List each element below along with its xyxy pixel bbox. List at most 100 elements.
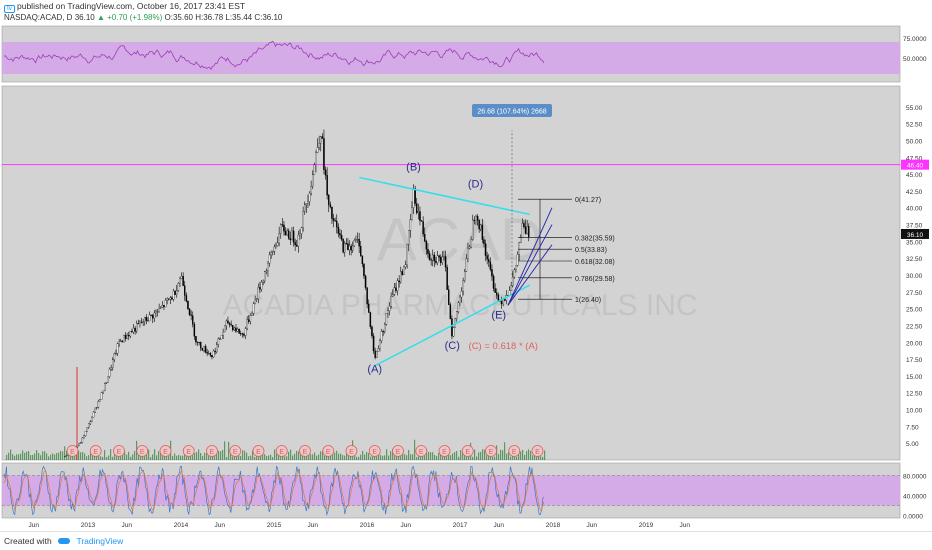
y-tick-label: 40.00 [906,206,923,213]
volume-bar [232,456,234,460]
earnings-marker-label: E [442,449,447,456]
y-tick-label: 52.50 [906,122,923,129]
candle-body [99,399,101,402]
symbol-label[interactable]: NASDAQ:ACAD, D [4,13,73,22]
candle-body [279,224,282,234]
candle-body [113,353,116,360]
candle-body [337,226,340,234]
volume-bar [516,456,518,460]
candle-body [195,336,197,343]
earnings-marker-label: E [93,449,98,456]
candle-body [217,338,220,345]
candle-body [487,259,490,263]
volume-bar [494,456,496,460]
candle-body [118,341,120,344]
volume-bar [88,455,90,460]
fib-level-label: 0.382(35.59) [575,235,615,242]
candle-body [463,271,466,281]
candle-body [348,245,351,251]
earnings-marker [66,445,79,457]
volume-bar [224,441,226,460]
earnings-marker-label: E [419,449,424,456]
candle-body [104,383,106,392]
candle-body [484,243,487,256]
candle-body [65,455,68,457]
candle-body [252,303,255,314]
volume-bar [530,451,532,460]
candle-body [191,315,194,325]
candle-body [305,203,308,205]
candle-body [331,206,333,219]
volume-bar [162,454,164,460]
volume-bar [346,453,348,460]
candle-body [120,340,122,342]
volume-bar [500,449,502,460]
volume-bar [90,449,92,460]
x-tick-label: Jun [587,522,598,529]
candle-body [428,253,431,260]
candle-body [497,294,500,301]
volume-bar [98,453,100,460]
volume-bar [46,453,48,460]
earnings-marker [206,445,218,457]
candle-body [481,224,484,240]
candle-body [227,320,229,324]
candle-body [78,443,80,446]
rsi-tick-label: 50.0000 [903,56,927,63]
candle-body [183,285,186,296]
volume-bar [18,454,20,460]
candle-body [89,421,92,424]
volume-bar [206,453,208,460]
wave-annotation: (C) = 0.618 * (A) [469,341,538,352]
stoch-tick-label: 40.0000 [903,494,927,501]
candle-body [112,359,114,368]
volume-bar [244,450,246,460]
tv-logo-icon: tv [4,5,15,13]
candle-body [462,280,464,292]
volume-bar [264,454,266,460]
candle-body [236,329,239,332]
x-tick-label: Jun [494,522,505,529]
candle-body [452,327,455,337]
tradingview-link[interactable]: TradingView [76,536,124,546]
candle-body [174,290,176,295]
volume-bar [404,454,406,460]
volume-bar [60,450,62,460]
candle-body [355,239,357,241]
candle-body [96,407,98,409]
candle-body [84,431,87,436]
volume-bar [420,455,422,460]
volume-bar [110,449,112,460]
volume-bar [26,451,28,460]
volume-bar [360,454,362,460]
candle-body [80,442,82,444]
earnings-marker-label: E [303,449,308,456]
y-tick-label: 50.00 [906,138,923,145]
volume-bar [142,454,144,460]
candle-body [327,195,330,205]
candle-body [107,376,109,383]
candle-body [283,224,285,232]
candle-body [153,312,156,319]
volume-bar [534,452,536,460]
candle-body [476,215,479,221]
candle-body [211,355,213,358]
candle-body [151,315,154,319]
volume-bar [222,450,224,460]
x-tick-label: Jun [215,522,226,529]
volume-bar [182,455,184,460]
volume-bar [504,442,506,460]
triangle-line-0 [374,284,531,367]
volume-bar [220,451,222,460]
candle-body [222,331,224,336]
candle-body [495,292,498,296]
volume-bar [270,454,272,460]
wave-label: (A) [367,364,382,376]
volume-bar [242,450,244,460]
candle-body [231,325,234,331]
candle-body [475,215,477,221]
candle-body [215,344,218,353]
volume-bar [370,456,372,460]
publisher-text[interactable]: published on TradingView.com, October 16… [17,1,246,11]
